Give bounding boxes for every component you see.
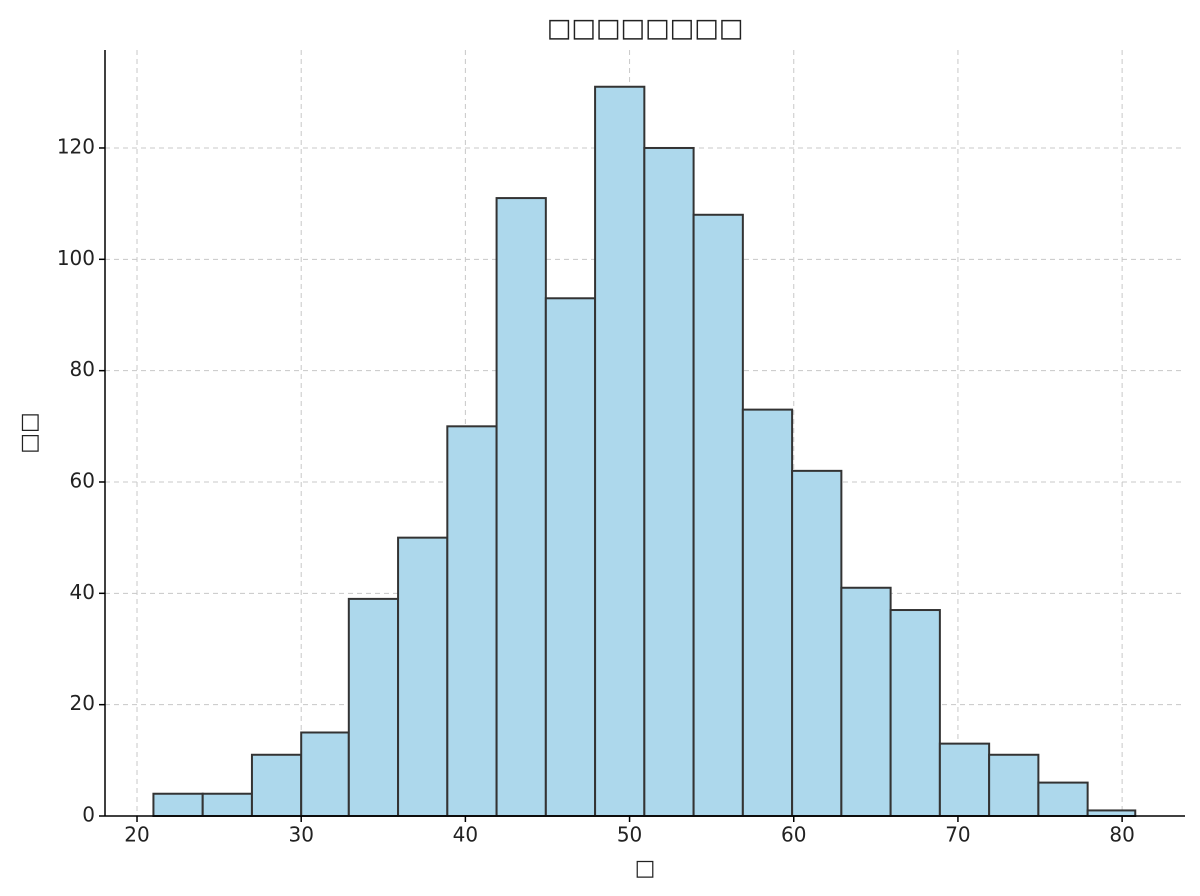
bar (347, 597, 400, 818)
y-tick-label: 60 (70, 468, 95, 492)
y-tick-label: 120 (57, 134, 95, 158)
chart-title: □□□□□□□□ (547, 14, 744, 44)
bar (594, 85, 646, 818)
bar (741, 408, 794, 817)
x-tick-label: 60 (781, 823, 806, 847)
bar (201, 792, 253, 817)
y-tick-label: 0 (82, 803, 95, 827)
bar (300, 731, 350, 817)
x-tick-label: 30 (288, 823, 313, 847)
x-tick-label: 50 (617, 823, 642, 847)
bar (495, 197, 547, 817)
y-tick-label: 40 (70, 580, 95, 604)
bar (397, 536, 449, 817)
y-axis-label: □□ (17, 412, 42, 454)
bar (1037, 781, 1089, 817)
x-axis-label: □ (635, 856, 656, 881)
bar (938, 742, 991, 817)
bar (446, 425, 498, 817)
x-tick-label: 70 (945, 823, 970, 847)
bar (152, 792, 204, 817)
x-tick-label: 20 (124, 823, 149, 847)
bar (692, 213, 744, 818)
y-tick-label: 100 (57, 246, 95, 270)
bar (643, 146, 695, 817)
y-tick-label: 20 (70, 691, 95, 715)
bar (889, 609, 941, 818)
bar (1086, 809, 1137, 818)
bar (250, 753, 303, 817)
bar (988, 753, 1040, 817)
y-tick-label: 80 (70, 357, 95, 381)
x-tick-label: 80 (1109, 823, 1134, 847)
bar (840, 586, 892, 817)
bar (544, 297, 597, 817)
x-tick-label: 40 (453, 823, 478, 847)
bar (791, 469, 843, 817)
